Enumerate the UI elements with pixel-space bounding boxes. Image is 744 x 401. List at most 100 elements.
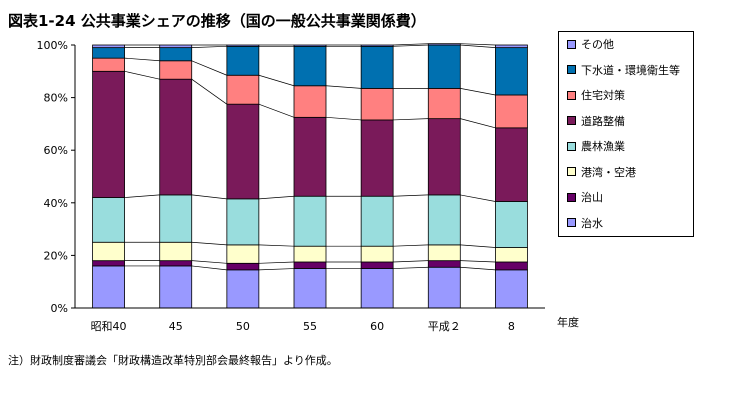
bar-segment xyxy=(293,268,327,309)
y-tick-label: 80% xyxy=(44,92,68,105)
connector-line xyxy=(460,43,496,46)
bar-segment xyxy=(226,103,260,200)
legend-swatch xyxy=(567,141,576,151)
bar-segment xyxy=(360,261,394,269)
bar-segment xyxy=(226,45,260,76)
bar-segment xyxy=(495,201,528,248)
x-tick-label: 55 xyxy=(303,320,317,333)
bar-segment xyxy=(159,260,193,267)
bar-segment xyxy=(92,260,125,267)
x-tick-label: 45 xyxy=(169,320,183,333)
bar-segment xyxy=(360,245,394,263)
connector-line xyxy=(191,78,228,105)
connector-line xyxy=(258,103,295,118)
bar-segment xyxy=(360,45,394,89)
bar-segment xyxy=(226,74,260,105)
bar-segment xyxy=(495,247,528,263)
connector-line xyxy=(393,260,429,263)
bar-segment xyxy=(293,45,327,87)
connector-line xyxy=(124,70,160,80)
legend: その他 下水道・環境衛生等 住宅対策 道路整備 農林漁業 港湾・空港 治山 治水 xyxy=(558,31,694,237)
bar-segment xyxy=(427,44,461,89)
bar-segment xyxy=(159,194,193,243)
legend-label: 農林漁業 xyxy=(581,140,625,153)
connector-line xyxy=(258,261,295,264)
tick-labels: 0% 20% 40% 60% 80% 100% 昭和40 45 50 55 60 平成２ 8 年度 xyxy=(37,39,579,333)
bar-segment xyxy=(293,245,327,263)
connector-line xyxy=(191,45,227,48)
bar-segment xyxy=(427,260,461,268)
connector-line xyxy=(460,266,496,271)
connector-line xyxy=(191,60,227,76)
bar-segment xyxy=(293,195,327,247)
bar-segment xyxy=(226,262,260,271)
bar-segment xyxy=(159,47,193,62)
bar-segment xyxy=(495,261,528,271)
connector-line xyxy=(258,74,295,87)
connector-line xyxy=(460,260,496,263)
bar-segment xyxy=(159,241,193,262)
bar-segment xyxy=(495,47,528,96)
connector-line xyxy=(191,260,227,264)
bar-segment xyxy=(92,70,125,198)
connector-line xyxy=(393,43,429,46)
bar-segment xyxy=(92,57,125,72)
x-tick-label: 昭和40 xyxy=(91,320,127,333)
legend-label: 治水 xyxy=(581,216,603,230)
bar-segment xyxy=(495,44,528,49)
connector-line xyxy=(325,85,362,89)
bar-segment xyxy=(92,197,125,243)
connector-line xyxy=(191,265,227,271)
x-axis-label: 年度 xyxy=(557,315,579,329)
x-tick-label: 50 xyxy=(236,320,250,333)
bar-segment xyxy=(360,195,394,247)
legend-item: 住宅対策 xyxy=(567,88,625,102)
x-tick-label: 8 xyxy=(508,320,515,333)
connector-line xyxy=(393,44,429,47)
bar-segment xyxy=(427,266,461,309)
legend-swatch xyxy=(567,90,576,100)
y-tick-label: 40% xyxy=(44,197,68,210)
bar-segment xyxy=(427,194,461,246)
series-connector-lines xyxy=(124,43,496,271)
bar-segment xyxy=(159,44,193,49)
bar-segment xyxy=(293,85,327,118)
y-tick-label: 20% xyxy=(44,249,68,262)
legend-label: 住宅対策 xyxy=(581,89,625,102)
legend-swatch xyxy=(567,218,576,227)
connector-line xyxy=(393,118,429,121)
axes xyxy=(71,44,545,309)
bar-segment xyxy=(293,261,327,269)
bar-segment xyxy=(495,94,528,129)
legend-label: 道路整備 xyxy=(581,114,625,128)
legend-item: 治水 xyxy=(567,216,603,230)
legend-item: 下水道・環境衛生等 xyxy=(567,63,680,77)
legend-item: 治山 xyxy=(567,190,603,204)
x-tick-label: 平成２ xyxy=(428,320,461,333)
connector-line xyxy=(393,266,429,269)
bar-segment xyxy=(360,119,394,197)
bar-segment xyxy=(427,87,461,120)
bar-segment xyxy=(226,44,260,47)
connector-line xyxy=(124,57,160,62)
connector-line xyxy=(258,244,295,247)
bar-segment xyxy=(360,44,394,47)
bar-segment xyxy=(159,265,193,309)
connector-line xyxy=(393,194,429,197)
bars xyxy=(92,43,528,309)
legend-swatch xyxy=(567,39,576,49)
bar-segment xyxy=(226,269,260,309)
source-note: 注）財政制度審議会「財政構造改革特別部会最終報告」より作成。 xyxy=(8,354,338,367)
connector-line xyxy=(258,268,295,271)
legend-swatch xyxy=(567,116,576,125)
connector-line xyxy=(258,195,295,200)
connector-line xyxy=(191,241,227,246)
bar-segment xyxy=(427,244,461,262)
bar-segment xyxy=(92,265,125,309)
legend-item: 道路整備 xyxy=(567,114,625,128)
legend-item: 農林漁業 xyxy=(567,139,625,153)
bar-segment xyxy=(226,244,260,264)
x-tick-label: 60 xyxy=(370,320,384,333)
connector-line xyxy=(393,244,429,247)
legend-label: 下水道・環境衛生等 xyxy=(581,63,680,77)
